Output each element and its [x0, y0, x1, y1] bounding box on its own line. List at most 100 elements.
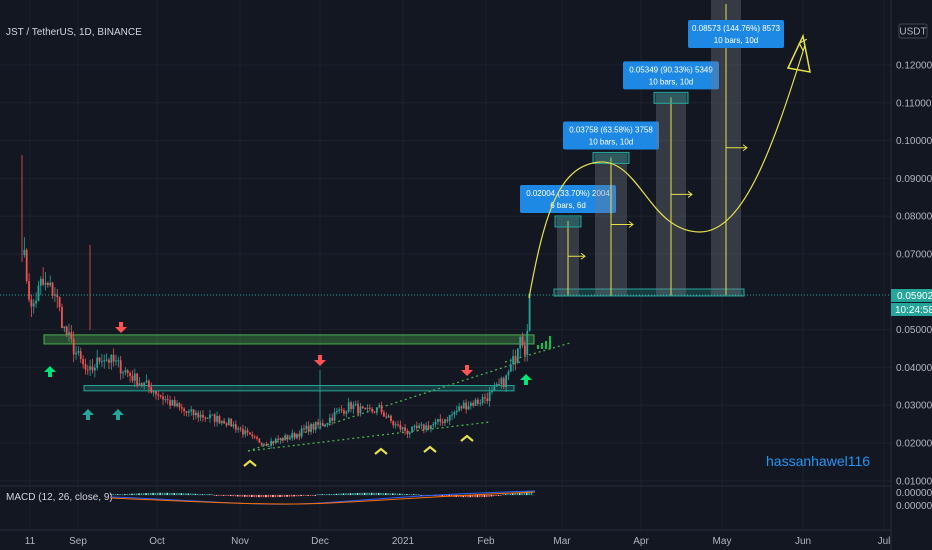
candle-body — [25, 249, 28, 282]
macd-histogram-bar — [525, 491, 528, 495]
macd-histogram-bar — [201, 494, 204, 495]
candle-body — [310, 423, 312, 432]
macd-histogram-bar — [368, 492, 371, 495]
candle-body — [86, 369, 89, 371]
candle-body — [206, 418, 209, 420]
projection-mid-arrow — [671, 191, 693, 198]
candle-body — [312, 423, 315, 430]
candle-body — [112, 354, 115, 362]
macd-histogram-bar — [370, 492, 373, 495]
candle-body — [359, 406, 362, 414]
macd-histogram-bar — [283, 495, 286, 497]
candle-body — [486, 398, 489, 402]
time-axis[interactable]: 11 Sep Oct Nov Dec 2021 Feb Mar Apr May Jun Jul — [25, 536, 891, 547]
candle-body — [164, 399, 167, 401]
macd-histogram-bar — [490, 495, 493, 497]
macd-histogram-bar — [476, 495, 479, 498]
candle-body — [131, 375, 134, 381]
candle-body — [249, 432, 251, 435]
macd-histogram-bar — [192, 493, 194, 495]
currency-button[interactable] — [898, 23, 928, 39]
candle-body — [44, 282, 47, 285]
candle-body — [150, 387, 153, 393]
candle-body — [317, 422, 319, 425]
macd-histogram-bar — [286, 495, 288, 497]
macd-histogram-bar — [161, 492, 164, 495]
macd-histogram-bar — [124, 494, 126, 495]
price-tick-label: 0.04000 — [896, 363, 932, 374]
macd-histogram-bar — [382, 493, 385, 495]
candle-body — [213, 414, 216, 422]
candle-body — [105, 359, 108, 361]
candle-body — [352, 404, 355, 409]
candle-body — [296, 434, 298, 439]
macd-histogram-bar — [269, 495, 272, 498]
macd-histogram-bar — [523, 491, 526, 495]
macd-histogram-bar — [110, 494, 112, 495]
candle-body — [507, 371, 510, 376]
macd-histogram-bar — [375, 492, 378, 495]
candle-body — [430, 425, 432, 430]
candle-body — [512, 356, 515, 365]
macd-histogram-bar — [288, 495, 291, 497]
candle-body — [378, 405, 381, 408]
projection-layer: 0.02004 (33.70%) 2004 6 bars, 6d 0.03758 (… — [0, 0, 891, 299]
price-tick-label: 0.07000 — [896, 250, 932, 261]
macd-histogram-bar — [462, 495, 465, 498]
candle-body — [216, 416, 218, 422]
candle-body — [303, 428, 305, 430]
candle-body — [307, 425, 310, 432]
candle-body — [239, 428, 242, 430]
measure-label-box — [688, 20, 784, 48]
candle-body — [93, 367, 96, 371]
time-tick-label: Apr — [633, 536, 649, 547]
macd-histogram-bar — [481, 495, 483, 498]
macd-histogram-bar — [446, 495, 448, 497]
price-axis[interactable]: 0.12000 0.11000 0.10000 0.09000 0.08000 0.070… — [896, 61, 932, 488]
candle-body — [321, 423, 324, 427]
candle-body — [56, 294, 59, 298]
candle-body — [242, 429, 244, 435]
target-zone — [554, 215, 582, 228]
macd-title[interactable]: MACD (12, 26, close, 9) — [6, 492, 113, 503]
macd-histogram-bar — [154, 492, 157, 495]
macd-histogram-bar — [359, 492, 361, 495]
candle-body — [129, 372, 131, 376]
candle-body — [84, 364, 87, 370]
countdown-value: 10:24:58 — [895, 305, 932, 316]
candle-body — [108, 359, 110, 363]
candle-body — [289, 437, 291, 440]
macd-histogram-bar — [530, 490, 533, 495]
macd-histogram-bar — [246, 495, 248, 497]
candle-body — [340, 409, 343, 411]
macd-histogram-bar — [248, 495, 251, 497]
time-tick-label: Jul — [878, 536, 891, 547]
candle-body — [526, 330, 529, 355]
grid-lines — [0, 0, 891, 530]
higher-low-chevron — [374, 447, 388, 455]
macd-histogram-bar — [164, 492, 166, 495]
macd-histogram-bar — [157, 492, 159, 495]
macd-histogram-bar — [222, 495, 225, 496]
candle-body — [126, 370, 129, 373]
macd-histogram-bar — [149, 492, 152, 495]
macd-histogram-bar — [403, 493, 406, 495]
macd-histogram-bar — [298, 495, 300, 497]
macd-histogram-bar — [467, 495, 469, 498]
macd-histogram-bar — [349, 493, 352, 495]
candle-body — [136, 373, 139, 386]
macd-histogram-bar — [342, 493, 345, 495]
candle-body — [176, 403, 178, 407]
candle-body — [220, 420, 223, 424]
macd-histogram-bar — [486, 495, 488, 497]
macd-histogram-bar — [262, 495, 265, 498]
candle-body — [63, 326, 66, 329]
macd-histogram-bar — [142, 493, 145, 495]
base-zone — [553, 288, 745, 297]
symbol-title[interactable]: JST / TetherUS, 1D, BINANCE — [6, 27, 142, 38]
candle-body — [202, 414, 204, 418]
macd-histogram-bar — [502, 494, 505, 495]
candle-body — [350, 402, 352, 409]
macd-histogram-bar — [265, 495, 267, 498]
